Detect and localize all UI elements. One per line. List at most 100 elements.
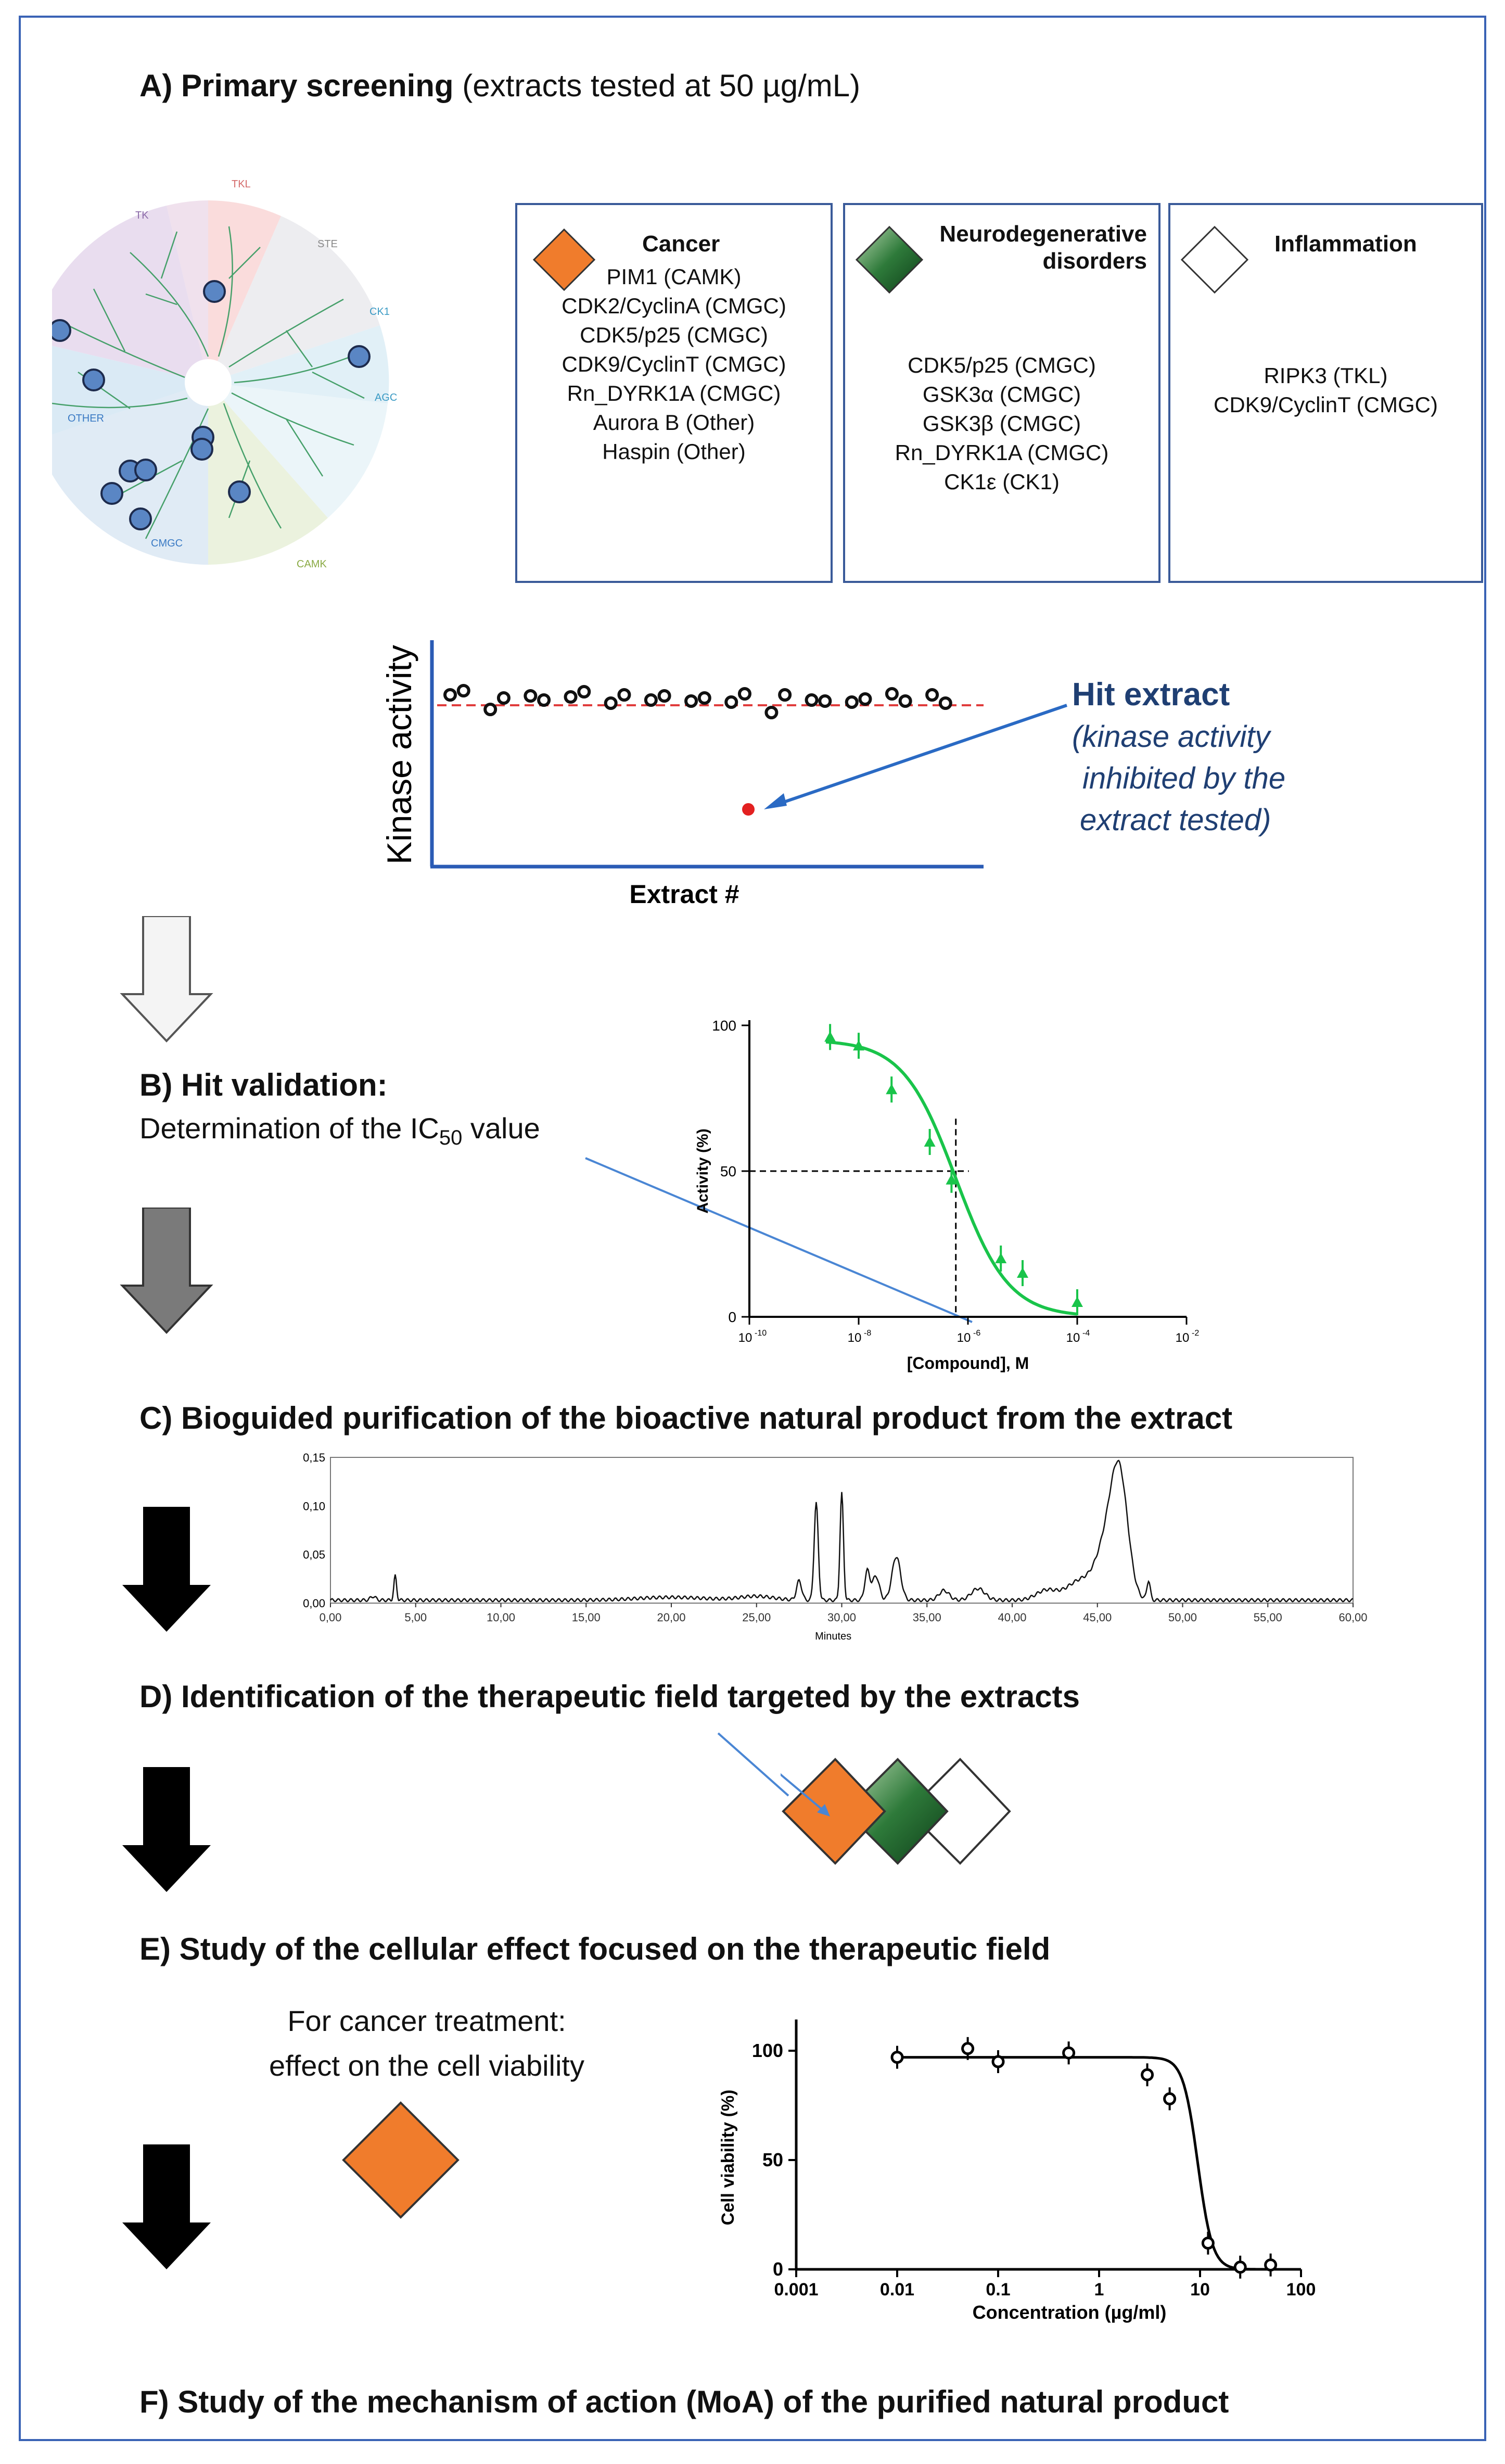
arrow-gray-icon bbox=[120, 1208, 213, 1334]
screening-plot: Kinase activity Extract # Hit extract (k… bbox=[380, 640, 1285, 909]
field-item: CDK5/p25 (CMGC) bbox=[908, 353, 1096, 377]
arrow-black-icon bbox=[122, 1507, 211, 1632]
field-item: CDK9/CyclinT (CMGC) bbox=[1214, 392, 1438, 417]
extract-point bbox=[764, 706, 779, 719]
viability-chart: 0 50 100 0.001 0.01 0.1 1 10 100 Cell viability (… bbox=[718, 2020, 1316, 2323]
chrom-trace bbox=[330, 1459, 1354, 1603]
kinome-label-agc: AGC bbox=[375, 392, 397, 403]
viability-point bbox=[890, 2051, 904, 2064]
viability-point bbox=[1201, 2237, 1215, 2250]
ic50-point bbox=[946, 1174, 958, 1185]
field-item: GSK3α (CMGC) bbox=[922, 382, 1081, 407]
viability-curve bbox=[897, 2056, 1269, 2271]
heading-c: C) Bioguided purification of the bioacti… bbox=[139, 1401, 1233, 1436]
viability-ylabel: Cell viability (%) bbox=[718, 2090, 738, 2226]
chrom-x-tick-label: 0,00 bbox=[320, 1611, 342, 1624]
extract-point bbox=[524, 689, 538, 703]
chrom-x-tick-label: 5,00 bbox=[404, 1611, 427, 1624]
x-tick-exp: -4 bbox=[1082, 1329, 1090, 1338]
screening-xlabel: Extract # bbox=[629, 880, 739, 909]
y-tick-label: 100 bbox=[752, 2040, 783, 2061]
x-tick-label: 10 bbox=[957, 1331, 971, 1345]
heading-b-line2-post: value bbox=[462, 1112, 540, 1145]
hit-desc-line3: extract tested) bbox=[1080, 803, 1271, 837]
chrom-y-tick-label: 0,00 bbox=[303, 1597, 325, 1610]
extract-point bbox=[564, 690, 578, 704]
kinome-label-camk: CAMK bbox=[297, 558, 327, 570]
chrom-x-tick-label: 10,00 bbox=[487, 1611, 515, 1624]
chrom-xlabel: Minutes bbox=[815, 1631, 851, 1642]
field-title-cancer: Cancer bbox=[642, 231, 720, 257]
x-tick-label: 10 bbox=[848, 1331, 862, 1345]
field-item: Rn_DYRK1A (CMGC) bbox=[567, 381, 781, 405]
chrom-y-tick-label: 0,10 bbox=[303, 1500, 325, 1513]
cancer-text-line2: effect on the cell viability bbox=[269, 2049, 584, 2082]
extract-point bbox=[684, 694, 698, 708]
field-title-neuro: Neurodegenerative disorders bbox=[928, 221, 1147, 275]
field-title-neuro-line1: Neurodegenerative bbox=[939, 221, 1147, 247]
field-item: PIM1 (CAMK) bbox=[606, 264, 742, 289]
x-tick-label: 10 bbox=[738, 1331, 752, 1345]
viability-point bbox=[1264, 2258, 1278, 2272]
ic50-xlabel: [Compound], M bbox=[907, 1354, 1029, 1373]
extract-point bbox=[938, 696, 952, 710]
chromatogram: 0,00 0,05 0,10 0,15 0,00 5,00 10,00 15,00 20,00 2… bbox=[303, 1451, 1367, 1642]
extract-point bbox=[577, 685, 591, 698]
extract-point bbox=[858, 692, 872, 706]
heading-b-line2: Determination of the IC50 value bbox=[139, 1111, 540, 1150]
kinome-label-ck1: CK1 bbox=[369, 306, 390, 317]
viability-point bbox=[991, 2055, 1005, 2068]
extract-point bbox=[604, 696, 618, 710]
extract-point bbox=[657, 689, 671, 703]
extract-point bbox=[778, 688, 792, 702]
x-tick-label: 100 bbox=[1286, 2280, 1316, 2300]
screening-ylabel: Kinase activity bbox=[380, 645, 418, 865]
arrow-light-icon bbox=[120, 916, 213, 1043]
field-title-inflammation: Inflammation bbox=[1274, 231, 1417, 257]
arrow-black-icon bbox=[122, 2144, 211, 2269]
hit-point bbox=[742, 803, 755, 816]
field-items-inflammation: RIPK3 (TKL) CDK9/CyclinT (CMGC) bbox=[1170, 361, 1481, 420]
hit-desc-line2: inhibited by the bbox=[1082, 761, 1285, 795]
ic50-point bbox=[924, 1136, 936, 1147]
heading-a: A) Primary screening (extracts tested at… bbox=[139, 68, 860, 104]
chrom-y-tick-label: 0,15 bbox=[303, 1451, 325, 1464]
kinome-label-tkl: TKL bbox=[232, 179, 251, 190]
kinome-label-tk: TK bbox=[135, 210, 149, 221]
heading-a-bold: A) Primary screening bbox=[139, 68, 454, 103]
chrom-x-tick-label: 25,00 bbox=[742, 1611, 771, 1624]
ic50-point bbox=[824, 1031, 836, 1042]
ic50-point bbox=[886, 1084, 898, 1095]
extract-point bbox=[644, 693, 658, 707]
heading-e: E) Study of the cellular effect focused … bbox=[139, 1932, 1051, 1966]
kinome-tree: TK TKL STE CK1 AGC CAMK CMGC OTHER bbox=[52, 179, 397, 570]
hit-title: Hit extract bbox=[1072, 677, 1230, 713]
extract-point bbox=[805, 693, 819, 707]
chrom-x-tick-label: 20,00 bbox=[657, 1611, 685, 1624]
extract-point bbox=[885, 687, 899, 701]
x-tick-label: 0.1 bbox=[986, 2280, 1010, 2300]
field-items-neuro: CDK5/p25 (CMGC) GSK3α (CMGC) GSK3β (CMGC… bbox=[845, 351, 1158, 497]
ic50-point bbox=[1072, 1297, 1083, 1307]
cancer-diamond-icon bbox=[533, 228, 595, 291]
kinome-label-cmgc: CMGC bbox=[151, 538, 183, 549]
extract-point bbox=[483, 703, 498, 716]
ic50-point bbox=[853, 1040, 864, 1051]
x-tick-exp: -10 bbox=[755, 1329, 767, 1338]
y-tick-label: 50 bbox=[720, 1163, 736, 1179]
extract-point bbox=[617, 688, 631, 702]
cancer-text-line1: For cancer treatment: bbox=[287, 2004, 566, 2037]
kinome-label-other: OTHER bbox=[68, 413, 104, 424]
ic50-point bbox=[1017, 1267, 1028, 1278]
heading-d: D) Identification of the therapeutic fie… bbox=[139, 1679, 1080, 1714]
field-item: RIPK3 (TKL) bbox=[1264, 363, 1388, 388]
chrom-x-tick-label: 60,00 bbox=[1338, 1611, 1367, 1624]
field-title-neuro-line2: disorders bbox=[1042, 248, 1147, 274]
x-tick-label: 0.01 bbox=[880, 2280, 914, 2300]
extract-point bbox=[898, 694, 912, 708]
x-tick-exp: -2 bbox=[1192, 1329, 1199, 1338]
extract-point bbox=[537, 693, 551, 707]
extract-point bbox=[925, 688, 939, 702]
chrom-x-tick-label: 15,00 bbox=[572, 1611, 601, 1624]
y-tick-label: 0 bbox=[773, 2258, 783, 2280]
